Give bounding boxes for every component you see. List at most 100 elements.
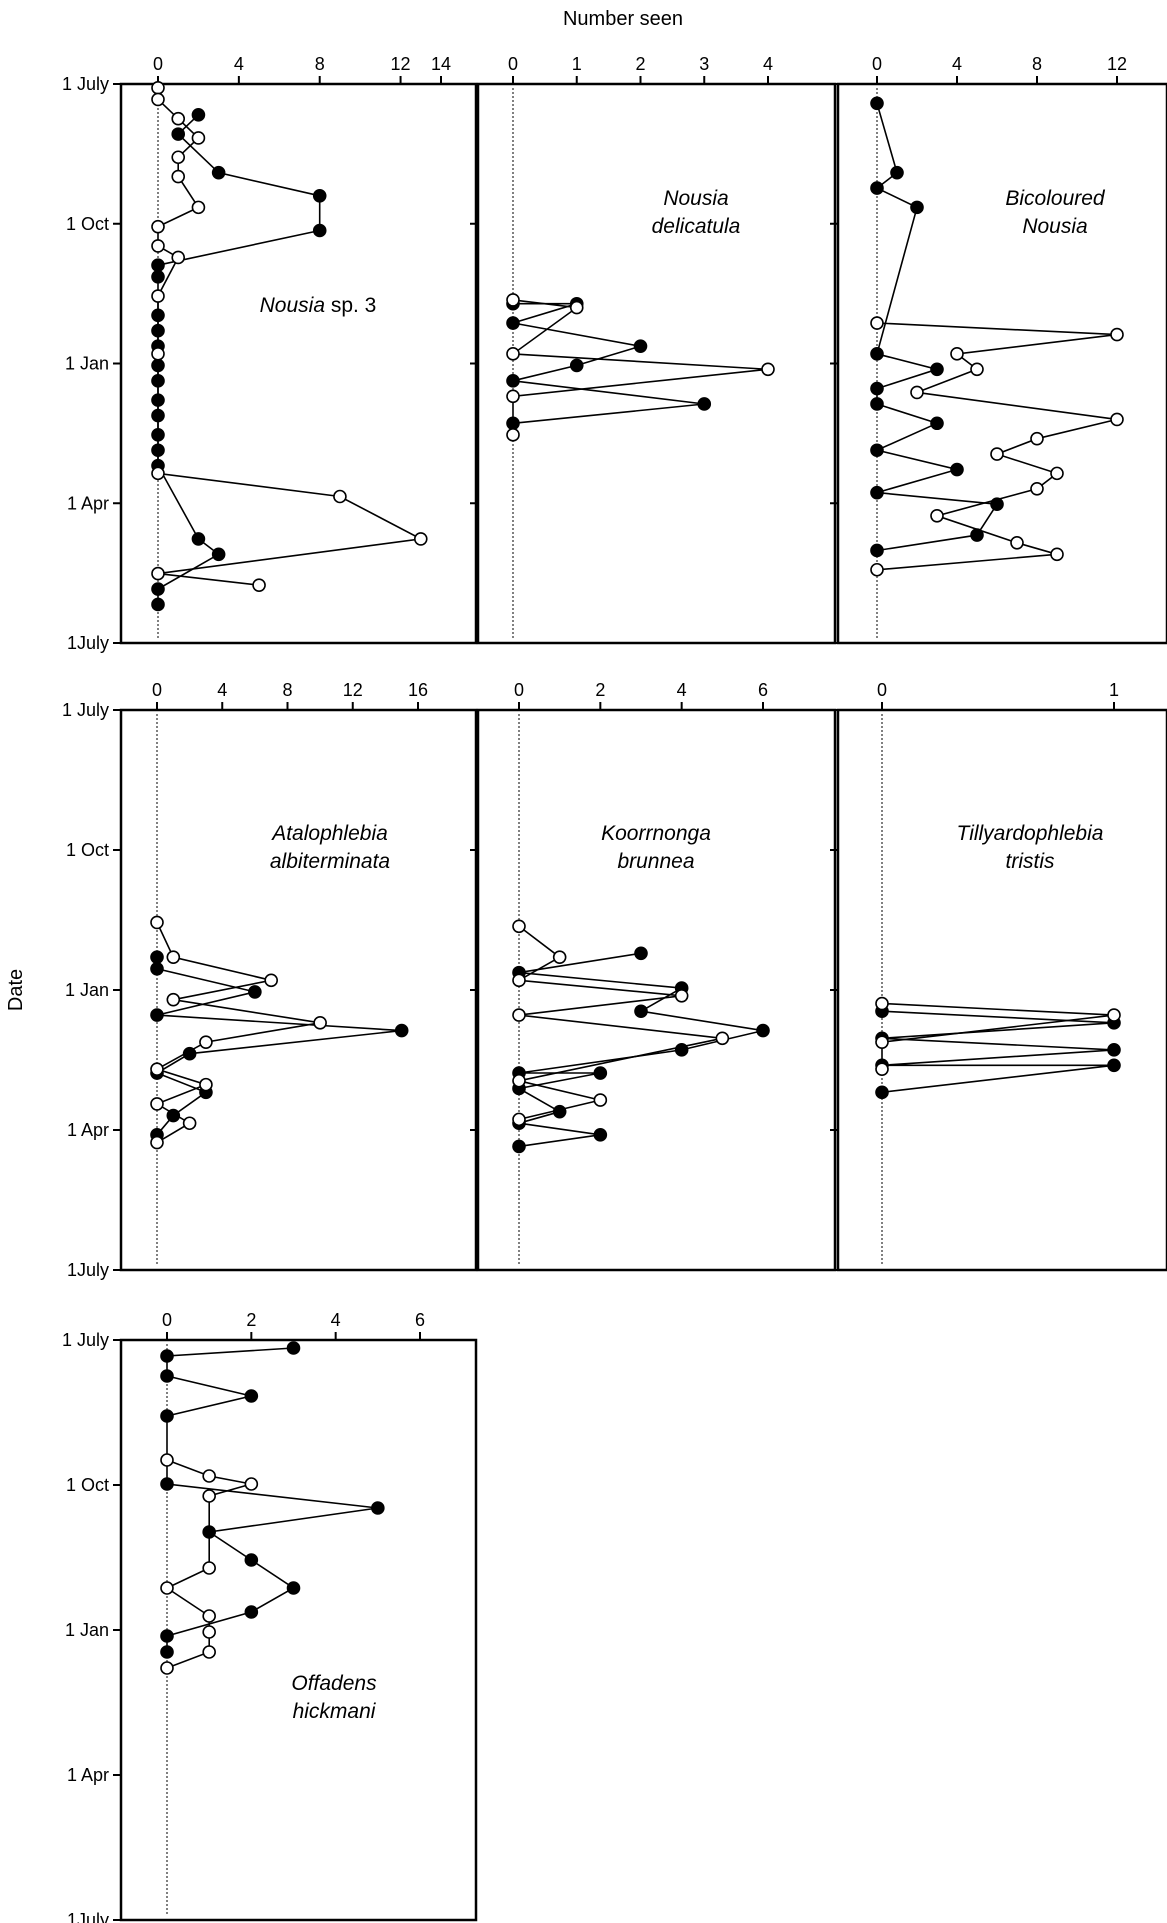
data-point-open	[150, 1062, 164, 1076]
data-point-open	[171, 250, 186, 265]
panel-5: 0 2 4 6 Koorrnonga brunnea	[470, 680, 837, 1272]
date-tick-label: 1 Apr	[67, 1120, 109, 1140]
data-point-open	[166, 950, 181, 964]
data-point-open	[875, 1035, 889, 1049]
data-point-open	[1030, 481, 1044, 496]
data-point-open	[1030, 431, 1044, 446]
date-tick-label: 1 Oct	[66, 840, 109, 860]
data-point-open	[199, 1077, 213, 1092]
data-point-open	[202, 1625, 216, 1639]
data-point-filled	[248, 985, 262, 999]
data-point-open	[930, 508, 944, 523]
x-tick-label: 0	[872, 54, 882, 74]
data-point-filled	[890, 165, 904, 180]
series-line-filled	[516, 952, 764, 1148]
data-point-filled	[244, 1553, 259, 1567]
data-point-open	[970, 362, 984, 377]
data-point-open	[171, 150, 186, 165]
data-point-open	[990, 447, 1004, 461]
data-point-open	[151, 289, 165, 303]
data-point-filled	[593, 1066, 608, 1080]
series-line-open	[165, 1459, 252, 1669]
date-tick-label: 1 July	[62, 1330, 109, 1350]
data-point-open	[512, 1112, 526, 1127]
series-line-filled	[157, 114, 321, 605]
data-point-filled	[870, 543, 884, 558]
data-point-filled	[875, 1085, 889, 1100]
data-point-filled	[211, 547, 226, 562]
panel-frame	[836, 708, 1167, 1272]
data-point-filled	[870, 397, 884, 411]
data-point-open	[715, 1031, 730, 1046]
data-point-open	[1050, 466, 1064, 481]
data-point-open	[875, 1062, 889, 1076]
data-point-open	[182, 1116, 197, 1131]
panel-1: 0 4 8 12 14 1 July 1 Oct 1 Jan 1 Apr 1July Nousia …	[62, 54, 478, 653]
x-tick-label: 8	[1032, 54, 1042, 74]
data-point-filled	[394, 1023, 409, 1038]
data-point-open	[199, 1035, 213, 1049]
data-point-filled	[171, 127, 186, 141]
data-point-open	[151, 219, 165, 234]
species-label: Tillyardophlebia tristis	[957, 822, 1104, 873]
data-point-open	[150, 1135, 164, 1150]
data-point-filled	[191, 108, 206, 122]
series-line-open	[516, 925, 723, 1121]
data-point-open	[151, 347, 165, 361]
date-tick-label: 1 Jan	[65, 1620, 109, 1640]
date-tick-label: 1 July	[62, 74, 109, 94]
data-point-open	[1010, 535, 1024, 550]
data-point-open	[151, 466, 165, 481]
data-point-filled	[160, 1409, 174, 1423]
data-point-filled	[870, 181, 884, 195]
data-point-open	[202, 1561, 216, 1575]
x-tick-label: 0	[153, 54, 163, 74]
data-point-open	[264, 973, 278, 988]
data-point-open	[191, 131, 206, 145]
data-point-open	[552, 950, 567, 964]
x-tick-label: 4	[234, 54, 244, 74]
data-point-open	[870, 562, 884, 577]
data-point-open	[150, 1097, 164, 1111]
data-point-filled	[150, 961, 164, 976]
x-tick-label: 2	[635, 54, 645, 74]
species-label: Koorrnonga brunnea	[601, 822, 711, 873]
data-point-filled	[160, 1369, 174, 1383]
x-tick-label: 8	[315, 54, 325, 74]
data-point-open	[506, 347, 520, 361]
data-point-filled	[634, 1004, 648, 1019]
data-point-filled	[634, 946, 648, 961]
data-point-open	[202, 1645, 216, 1659]
data-point-filled	[286, 1341, 301, 1355]
data-point-filled	[244, 1605, 259, 1619]
data-point-open	[244, 1477, 259, 1491]
panel-frame	[119, 82, 478, 645]
x-tick-label: 0	[877, 680, 887, 700]
date-tick-label: 1 Apr	[67, 1765, 109, 1785]
data-point-filled	[552, 1104, 567, 1119]
data-point-open	[160, 1453, 174, 1467]
x-tick-label: 8	[282, 680, 292, 700]
data-point-open	[166, 992, 181, 1007]
data-point-filled	[593, 1128, 608, 1142]
data-point-filled	[160, 1629, 174, 1643]
panel-frame	[476, 82, 837, 645]
data-point-open	[150, 915, 164, 930]
x-tick-label: 4	[763, 54, 773, 74]
data-point-open	[506, 389, 520, 404]
data-point-open	[761, 362, 775, 377]
data-point-open	[593, 1093, 608, 1107]
date-tick-label: 1 Jan	[65, 354, 109, 374]
series-line-open	[881, 1002, 1115, 1070]
x-axis-title: Number seen	[563, 8, 683, 30]
data-point-open	[569, 300, 584, 315]
data-point-filled	[506, 374, 520, 388]
data-point-filled	[1107, 1058, 1121, 1073]
data-point-filled	[150, 1008, 164, 1022]
panel-7: 0 2 4 6 1 July 1 Oct 1 Jan 1 Apr 1July Offadens hi…	[62, 1310, 478, 1923]
data-point-filled	[160, 1349, 174, 1363]
data-point-open	[160, 1581, 174, 1595]
species-label: Offadens hickmani	[291, 1672, 377, 1723]
data-point-open	[171, 111, 186, 126]
